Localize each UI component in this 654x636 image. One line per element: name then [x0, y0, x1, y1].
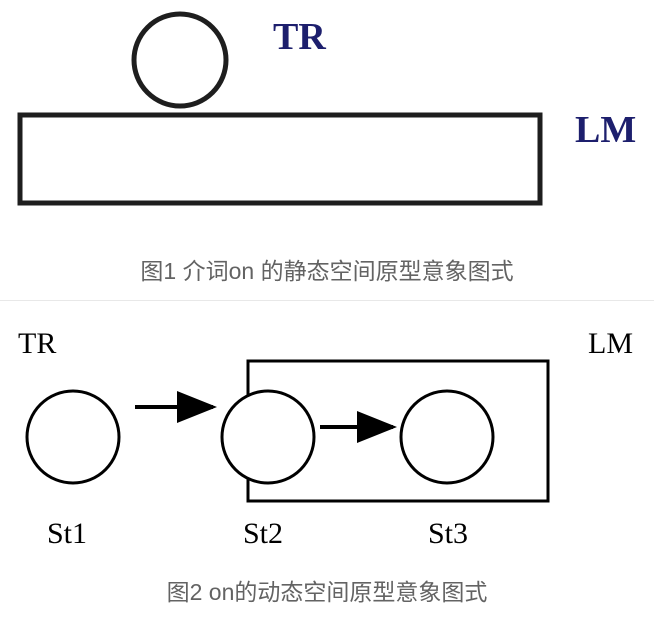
- figure1-circle-tr: [134, 14, 226, 106]
- figure1-label-lm: LM: [575, 108, 636, 152]
- figure2-label-tr: TR: [18, 327, 56, 361]
- figure2-circle-st2: [222, 391, 314, 483]
- figure2-caption: 图2 on的动态空间原型意象图式: [0, 565, 654, 607]
- figure2-label-lm: LM: [588, 327, 633, 361]
- figure2-label-st1: St1: [47, 517, 87, 551]
- figure1-svg: [0, 0, 654, 220]
- figure2-label-st3: St3: [428, 517, 468, 551]
- figure1-label-tr: TR: [273, 15, 326, 59]
- figure2-svg: [0, 309, 654, 561]
- figure2-circle-st3: [401, 391, 493, 483]
- figure2-label-st2: St2: [243, 517, 283, 551]
- figure1-rectangle-lm: [20, 115, 540, 203]
- figure1-caption: 图1 介词on 的静态空间原型意象图式: [0, 242, 654, 301]
- figure2-panel: TR LM St1 St2 St3: [0, 309, 654, 565]
- figure1-panel: TR LM: [0, 0, 654, 242]
- figure2-circle-st1: [27, 391, 119, 483]
